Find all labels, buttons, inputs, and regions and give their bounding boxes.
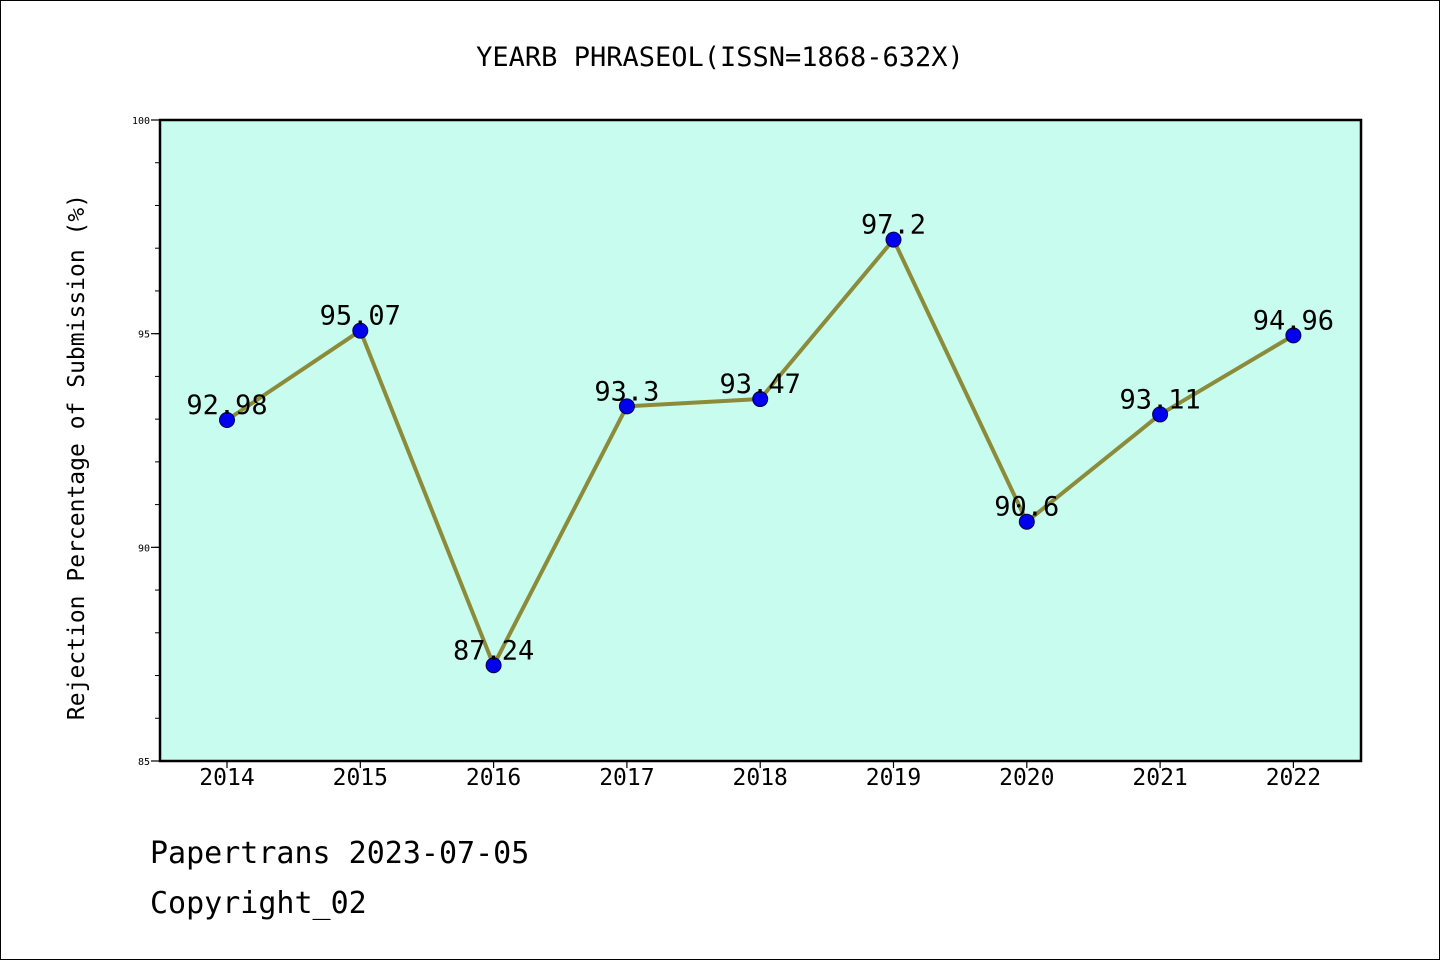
y-axis-label: Rejection Percentage of Submission (%) <box>64 194 90 720</box>
data-point <box>219 411 235 428</box>
plot-background <box>160 120 1361 761</box>
x-tick-label: 2019 <box>866 765 921 791</box>
data-point <box>618 398 635 415</box>
data-point <box>752 391 769 408</box>
data-label: 95.07 <box>320 301 401 332</box>
data-label: 92.98 <box>186 390 267 421</box>
y-tick-label: 95 <box>138 330 150 341</box>
data-point <box>1152 406 1169 423</box>
footer-date-line: Papertrans 2023-07-05 <box>150 836 530 871</box>
data-label: 90.6 <box>994 492 1059 523</box>
footer-copyright-line: Copyright_02 <box>150 886 367 921</box>
data-label: 93.47 <box>720 369 801 400</box>
x-tick-label: 2018 <box>733 765 788 791</box>
chart-title: YEARB PHRASEOL(ISSN=1868-632X) <box>476 42 964 73</box>
x-tick-label: 2014 <box>199 765 254 791</box>
data-point <box>485 657 502 674</box>
x-tick-label: 2015 <box>333 765 388 791</box>
y-tick-label: 90 <box>138 543 150 554</box>
data-label: 87.24 <box>453 635 534 666</box>
x-tick-label: 2020 <box>999 765 1054 791</box>
plot-border <box>158 118 1363 763</box>
x-tick-label: 2022 <box>1266 765 1321 791</box>
y-tick-label: 85 <box>138 757 150 768</box>
data-point <box>1285 327 1302 344</box>
y-tick-label: 100 <box>132 116 150 127</box>
plot-area: 85 90 95 100 2014 2015 2016 2017 2018 2019 2020 202… <box>132 116 1363 791</box>
x-tick-label: 2016 <box>466 765 521 791</box>
data-point <box>352 322 369 339</box>
data-label: 93.3 <box>594 376 659 407</box>
data-point <box>885 231 902 248</box>
data-label: 94.96 <box>1253 305 1334 336</box>
data-point <box>1018 513 1035 530</box>
x-tick-label: 2021 <box>1132 765 1187 791</box>
x-tick-label: 2017 <box>599 765 654 791</box>
data-label: 93.11 <box>1119 384 1200 415</box>
data-label: 97.2 <box>861 210 926 241</box>
